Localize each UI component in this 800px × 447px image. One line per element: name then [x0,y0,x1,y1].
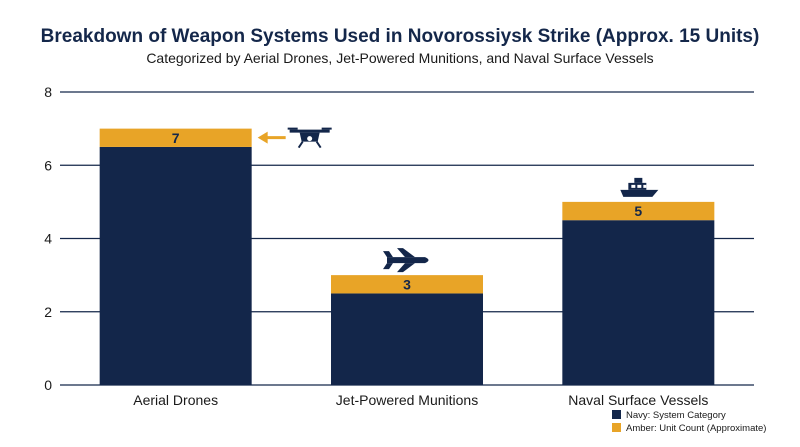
x-axis: Aerial Drones Jet-Powered Munitions Naval … [133,392,708,408]
arrow-icon [257,131,286,144]
bar-cap [562,201,715,221]
bar-jet-powered-munitions [331,293,483,385]
jet-icon [383,248,429,273]
icons [257,127,659,273]
y-tick-label: 2 [44,304,52,320]
chart-title: Breakdown of Weapon Systems Used in Novo… [41,26,760,47]
data-label: 7 [172,130,180,146]
x-tick-label: Naval Surface Vessels [568,392,708,408]
y-tick-label: 4 [44,231,52,247]
y-tick-label: 6 [44,157,52,173]
y-tick-label: 8 [44,84,52,100]
bar-aerial-drones [99,146,252,385]
data-label: 3 [403,276,411,292]
x-tick-label: Jet-Powered Munitions [336,392,478,408]
legend-label: Amber: Unit Count (Approximate) [626,423,766,434]
y-axis: 0 2 4 6 8 [44,84,52,393]
drone-icon [287,127,332,149]
bar-cap [331,275,483,294]
legend-swatch [612,423,621,432]
legend-label: Navy: System Category [626,410,726,421]
bar-naval-surface-vessels [562,220,715,385]
bars: 7 3 5 [99,128,715,385]
legend-swatch [612,410,621,419]
boat-icon [620,177,659,197]
data-label: 5 [634,203,642,219]
y-tick-label: 0 [44,377,52,393]
bar-cap [99,128,252,147]
chart-subtitle: Categorized by Aerial Drones, Jet-Powere… [146,50,653,66]
legend: Navy: System Category Amber: Unit Count (… [612,410,766,434]
x-tick-label: Aerial Drones [133,392,218,408]
